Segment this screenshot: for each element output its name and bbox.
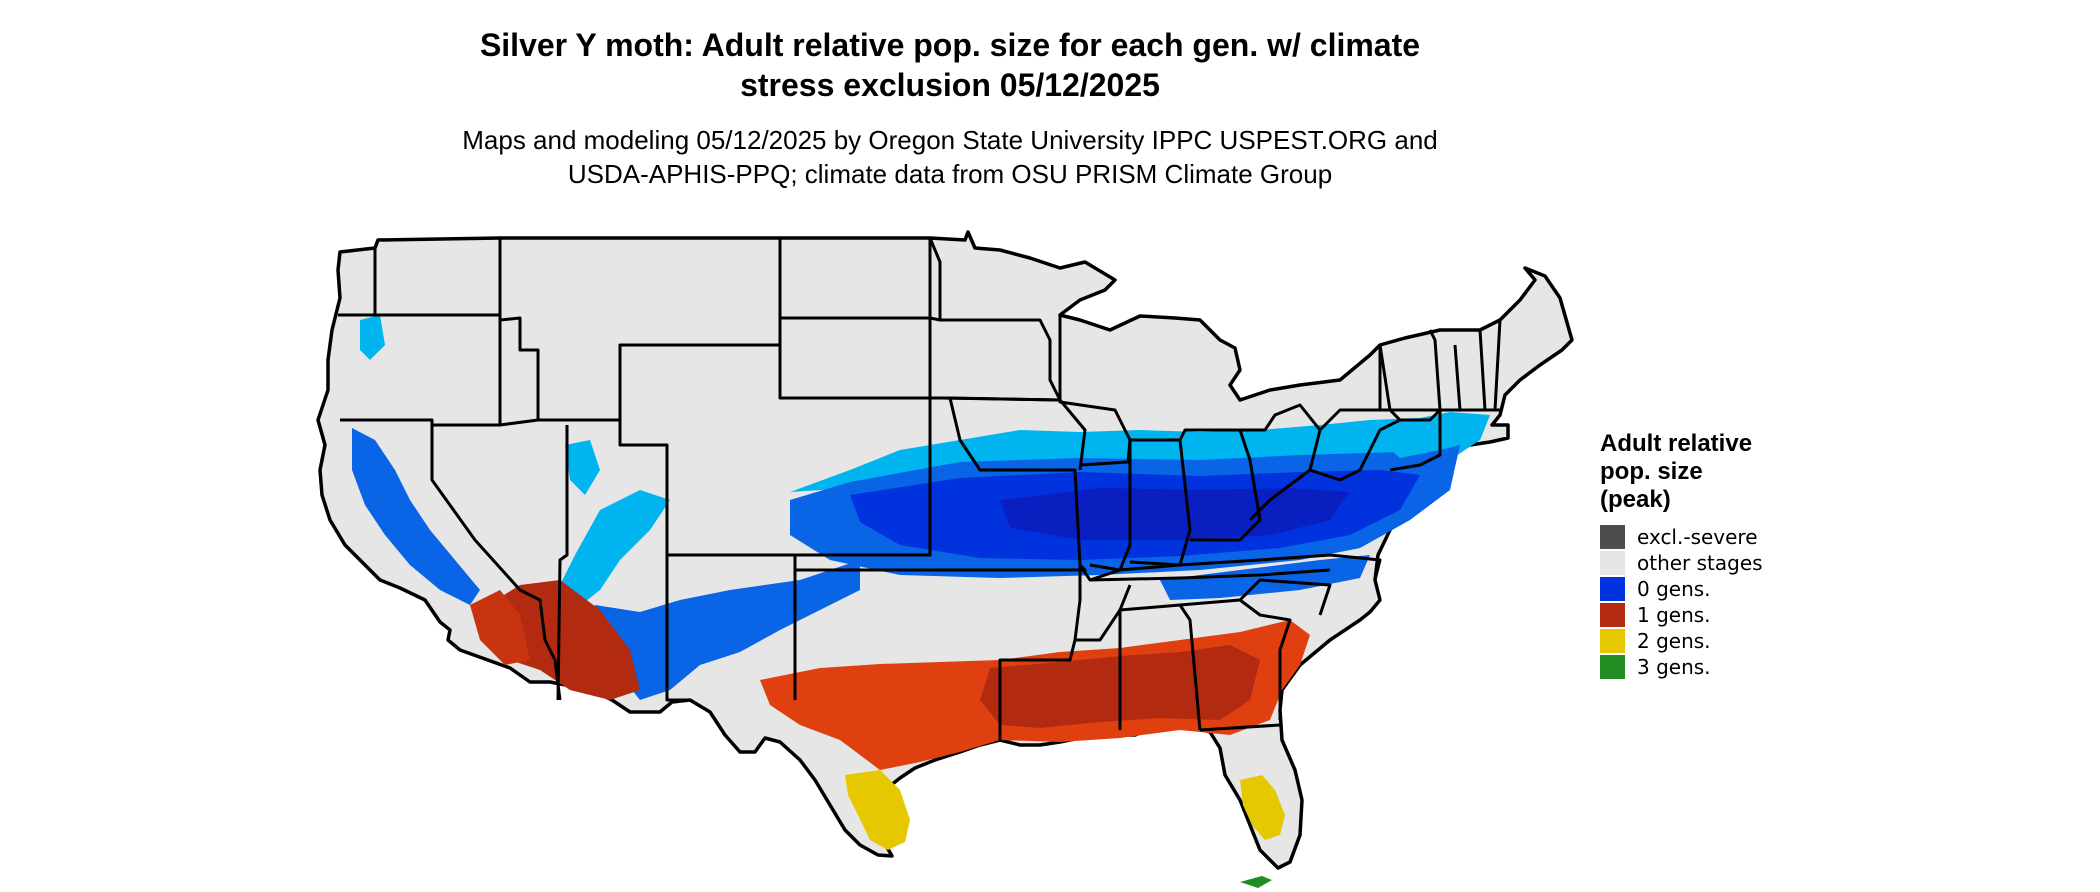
title-line-2: stress exclusion 05/12/2025 <box>740 67 1160 103</box>
zone-dark-blue-core <box>1000 488 1350 540</box>
legend-swatch <box>1600 629 1625 653</box>
legend-label: 0 gens. <box>1637 577 1711 601</box>
legend-swatch <box>1600 603 1625 627</box>
legend-item-3-gens: 3 gens. <box>1600 654 1860 680</box>
state-borders <box>338 237 1502 740</box>
zone-yellow-south-texas <box>845 770 910 850</box>
zone-blue-colorado-rockies <box>560 490 670 610</box>
legend-label: excl.-severe <box>1637 525 1758 549</box>
zone-green-florida-keys <box>1240 876 1272 888</box>
zone-light-blue-utah <box>565 440 600 495</box>
zone-yellow-florida <box>1240 775 1285 840</box>
title-line-1: Silver Y moth: Adult relative pop. size … <box>479 27 1421 63</box>
legend-title-line: Adult relative <box>1600 430 1753 457</box>
zone-blue-southwest-tail <box>585 560 860 700</box>
legend-label: 2 gens. <box>1637 629 1711 653</box>
legend: Adult relative pop. size (peak) excl.-se… <box>1600 430 1860 680</box>
legend-item-2-gens: 2 gens. <box>1600 628 1860 654</box>
legend-swatch <box>1600 525 1625 549</box>
legend-label: 3 gens. <box>1637 655 1711 679</box>
subtitle-line-1: Maps and modeling 05/12/2025 by Oregon S… <box>462 125 1438 155</box>
zone-red-socal <box>470 590 530 665</box>
legend-title-line: pop. size <box>1600 458 1703 485</box>
zone-blue-tennessee-strip <box>1160 555 1370 600</box>
map-title: Silver Y moth: Adult relative pop. size … <box>0 25 1900 105</box>
legend-item-1-gens: 1 gens. <box>1600 602 1860 628</box>
legend-swatch <box>1600 655 1625 679</box>
legend-label: 1 gens. <box>1637 603 1711 627</box>
legend-item-excl-severe: excl.-severe <box>1600 524 1860 550</box>
legend-title: Adult relative pop. size (peak) <box>1600 430 1860 514</box>
zone-light-blue-oregon <box>360 315 385 360</box>
subtitle-line-2: USDA-APHIS-PPQ; climate data from OSU PR… <box>567 159 1333 189</box>
legend-item-other-stages: other stages <box>1600 550 1860 576</box>
legend-swatch <box>1600 577 1625 601</box>
legend-items: excl.-severe other stages 0 gens. 1 gens… <box>1600 524 1860 680</box>
legend-label: other stages <box>1637 551 1763 575</box>
map-subtitle: Maps and modeling 05/12/2025 by Oregon S… <box>0 123 1900 191</box>
legend-title-line: (peak) <box>1600 486 1671 513</box>
legend-item-0-gens: 0 gens. <box>1600 576 1860 602</box>
zone-light-blue-northeast <box>1380 415 1490 458</box>
zone-blue-california <box>352 428 480 605</box>
legend-swatch <box>1600 551 1625 575</box>
